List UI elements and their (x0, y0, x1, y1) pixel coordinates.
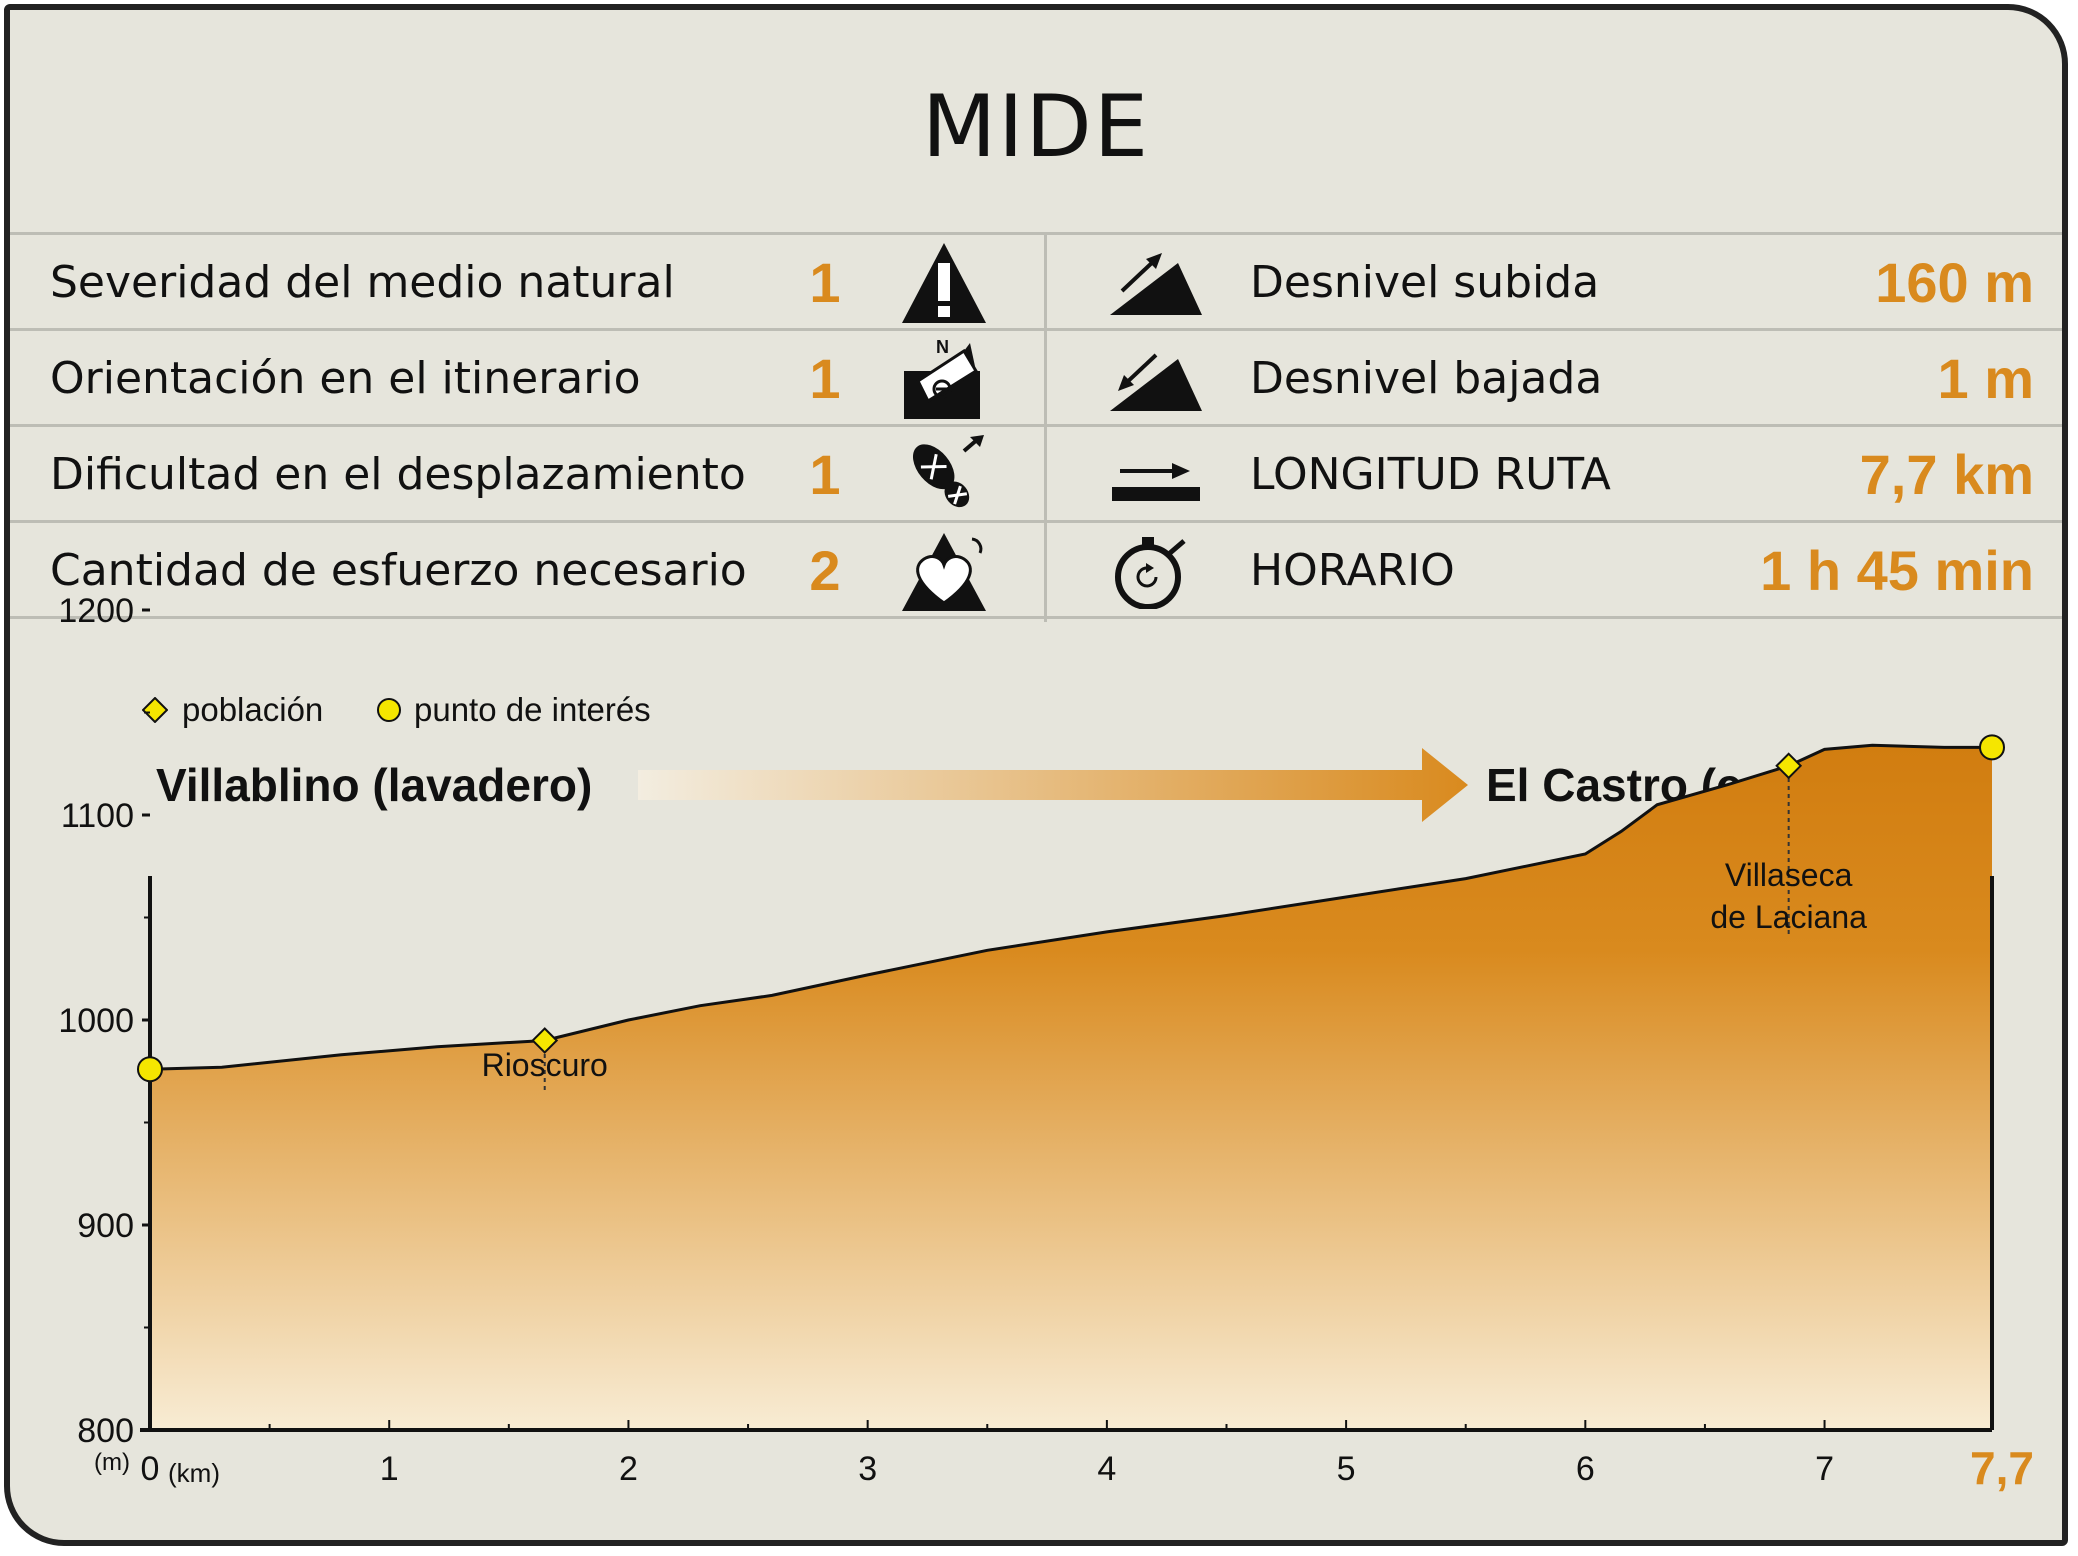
legend-poi-label: punto de interés (414, 691, 651, 728)
stat-value: 1 m (1937, 347, 2035, 410)
x-tick-label: 6 (1576, 1450, 1595, 1488)
y-tick-label: 800 (77, 1412, 134, 1450)
mide-card: MIDE Severidad del medio natural 1 Desni… (4, 4, 2068, 1546)
route-start: Villablino (lavadero) (156, 759, 593, 811)
x-tick-label: 7 (1815, 1450, 1834, 1488)
mide-score: 1 (809, 251, 841, 314)
x-tick-label: 0 (141, 1450, 160, 1488)
y-tick-label: 900 (77, 1207, 134, 1245)
stat-label: Desnivel subida (1250, 257, 1600, 308)
mide-label: Cantidad de esfuerzo necesario (50, 545, 747, 596)
elevation-area (150, 745, 1992, 1430)
x-tick-label: 2 (619, 1450, 638, 1488)
x-tick-label: 3 (858, 1450, 877, 1488)
mide-label: Severidad del medio natural (50, 257, 675, 308)
table-divider (1044, 232, 1047, 622)
poi-marker (137, 1056, 163, 1083)
x-tick-label: 4 (1097, 1450, 1116, 1488)
stat-value: 160 m (1875, 251, 2034, 314)
x-tick-label: 7,7 (1970, 1442, 2034, 1494)
stat-label: Desnivel bajada (1250, 353, 1603, 404)
marker-label: Villaseca (1725, 857, 1853, 893)
stat-label: HORARIO (1250, 545, 1455, 596)
mide-label: Orientación en el itinerario (50, 353, 641, 404)
stat-label: LONGITUD RUTA (1250, 449, 1611, 500)
descent-icon (1110, 353, 1202, 411)
mide-label: Dificultad en el desplazamiento (50, 449, 746, 500)
legend-town-label: población (182, 691, 324, 728)
mide-table: Severidad del medio natural 1 Desnivel s… (10, 232, 2062, 622)
svg-text:N: N (936, 337, 949, 357)
mide-row-dificultad: Dificultad en el desplazamiento 1 (10, 424, 2062, 520)
route-arrow-icon (638, 748, 1468, 822)
mide-score: 2 (809, 539, 841, 602)
stat-value: 7,7 km (1859, 443, 2034, 506)
x-tick-label: 1 (380, 1450, 399, 1488)
elevation-line (149, 743, 1992, 1071)
x-unit-label: (km) (168, 1458, 220, 1488)
town-marker (1775, 752, 1803, 780)
town-diamond-icon (142, 697, 168, 723)
compass-map-icon: N (904, 337, 980, 419)
y-unit-label: (m) (94, 1449, 130, 1476)
mide-row-severidad: Severidad del medio natural 1 Desnivel s… (10, 232, 2062, 328)
y-tick-label: 1100 (61, 797, 134, 835)
ascent-icon (1110, 253, 1202, 315)
marker-label: de Laciana (1710, 899, 1867, 935)
mide-score: 1 (809, 443, 841, 506)
mide-row-orientacion: Orientación en el itinerario 1 N Desnive… (10, 328, 2062, 424)
y-tick-label: 1200 (58, 592, 134, 630)
x-tick-label: 5 (1337, 1450, 1356, 1488)
mide-row-esfuerzo: Cantidad de esfuerzo necesario 2 HORARIO… (10, 520, 2062, 619)
stopwatch-icon (1115, 537, 1186, 609)
heart-mountain-icon (902, 533, 986, 611)
poi-circle-icon (377, 698, 401, 722)
stat-value: 1 h 45 min (1760, 539, 2034, 602)
mide-score: 1 (809, 347, 841, 410)
poi-marker (1979, 734, 2005, 761)
distance-arrow-icon (1112, 463, 1200, 501)
town-marker (531, 1027, 559, 1054)
y-tick-label: 1000 (58, 1002, 134, 1040)
page-title: MIDE (921, 77, 1151, 177)
boot-sole-icon (912, 435, 984, 508)
warning-mountain-icon (902, 243, 986, 323)
